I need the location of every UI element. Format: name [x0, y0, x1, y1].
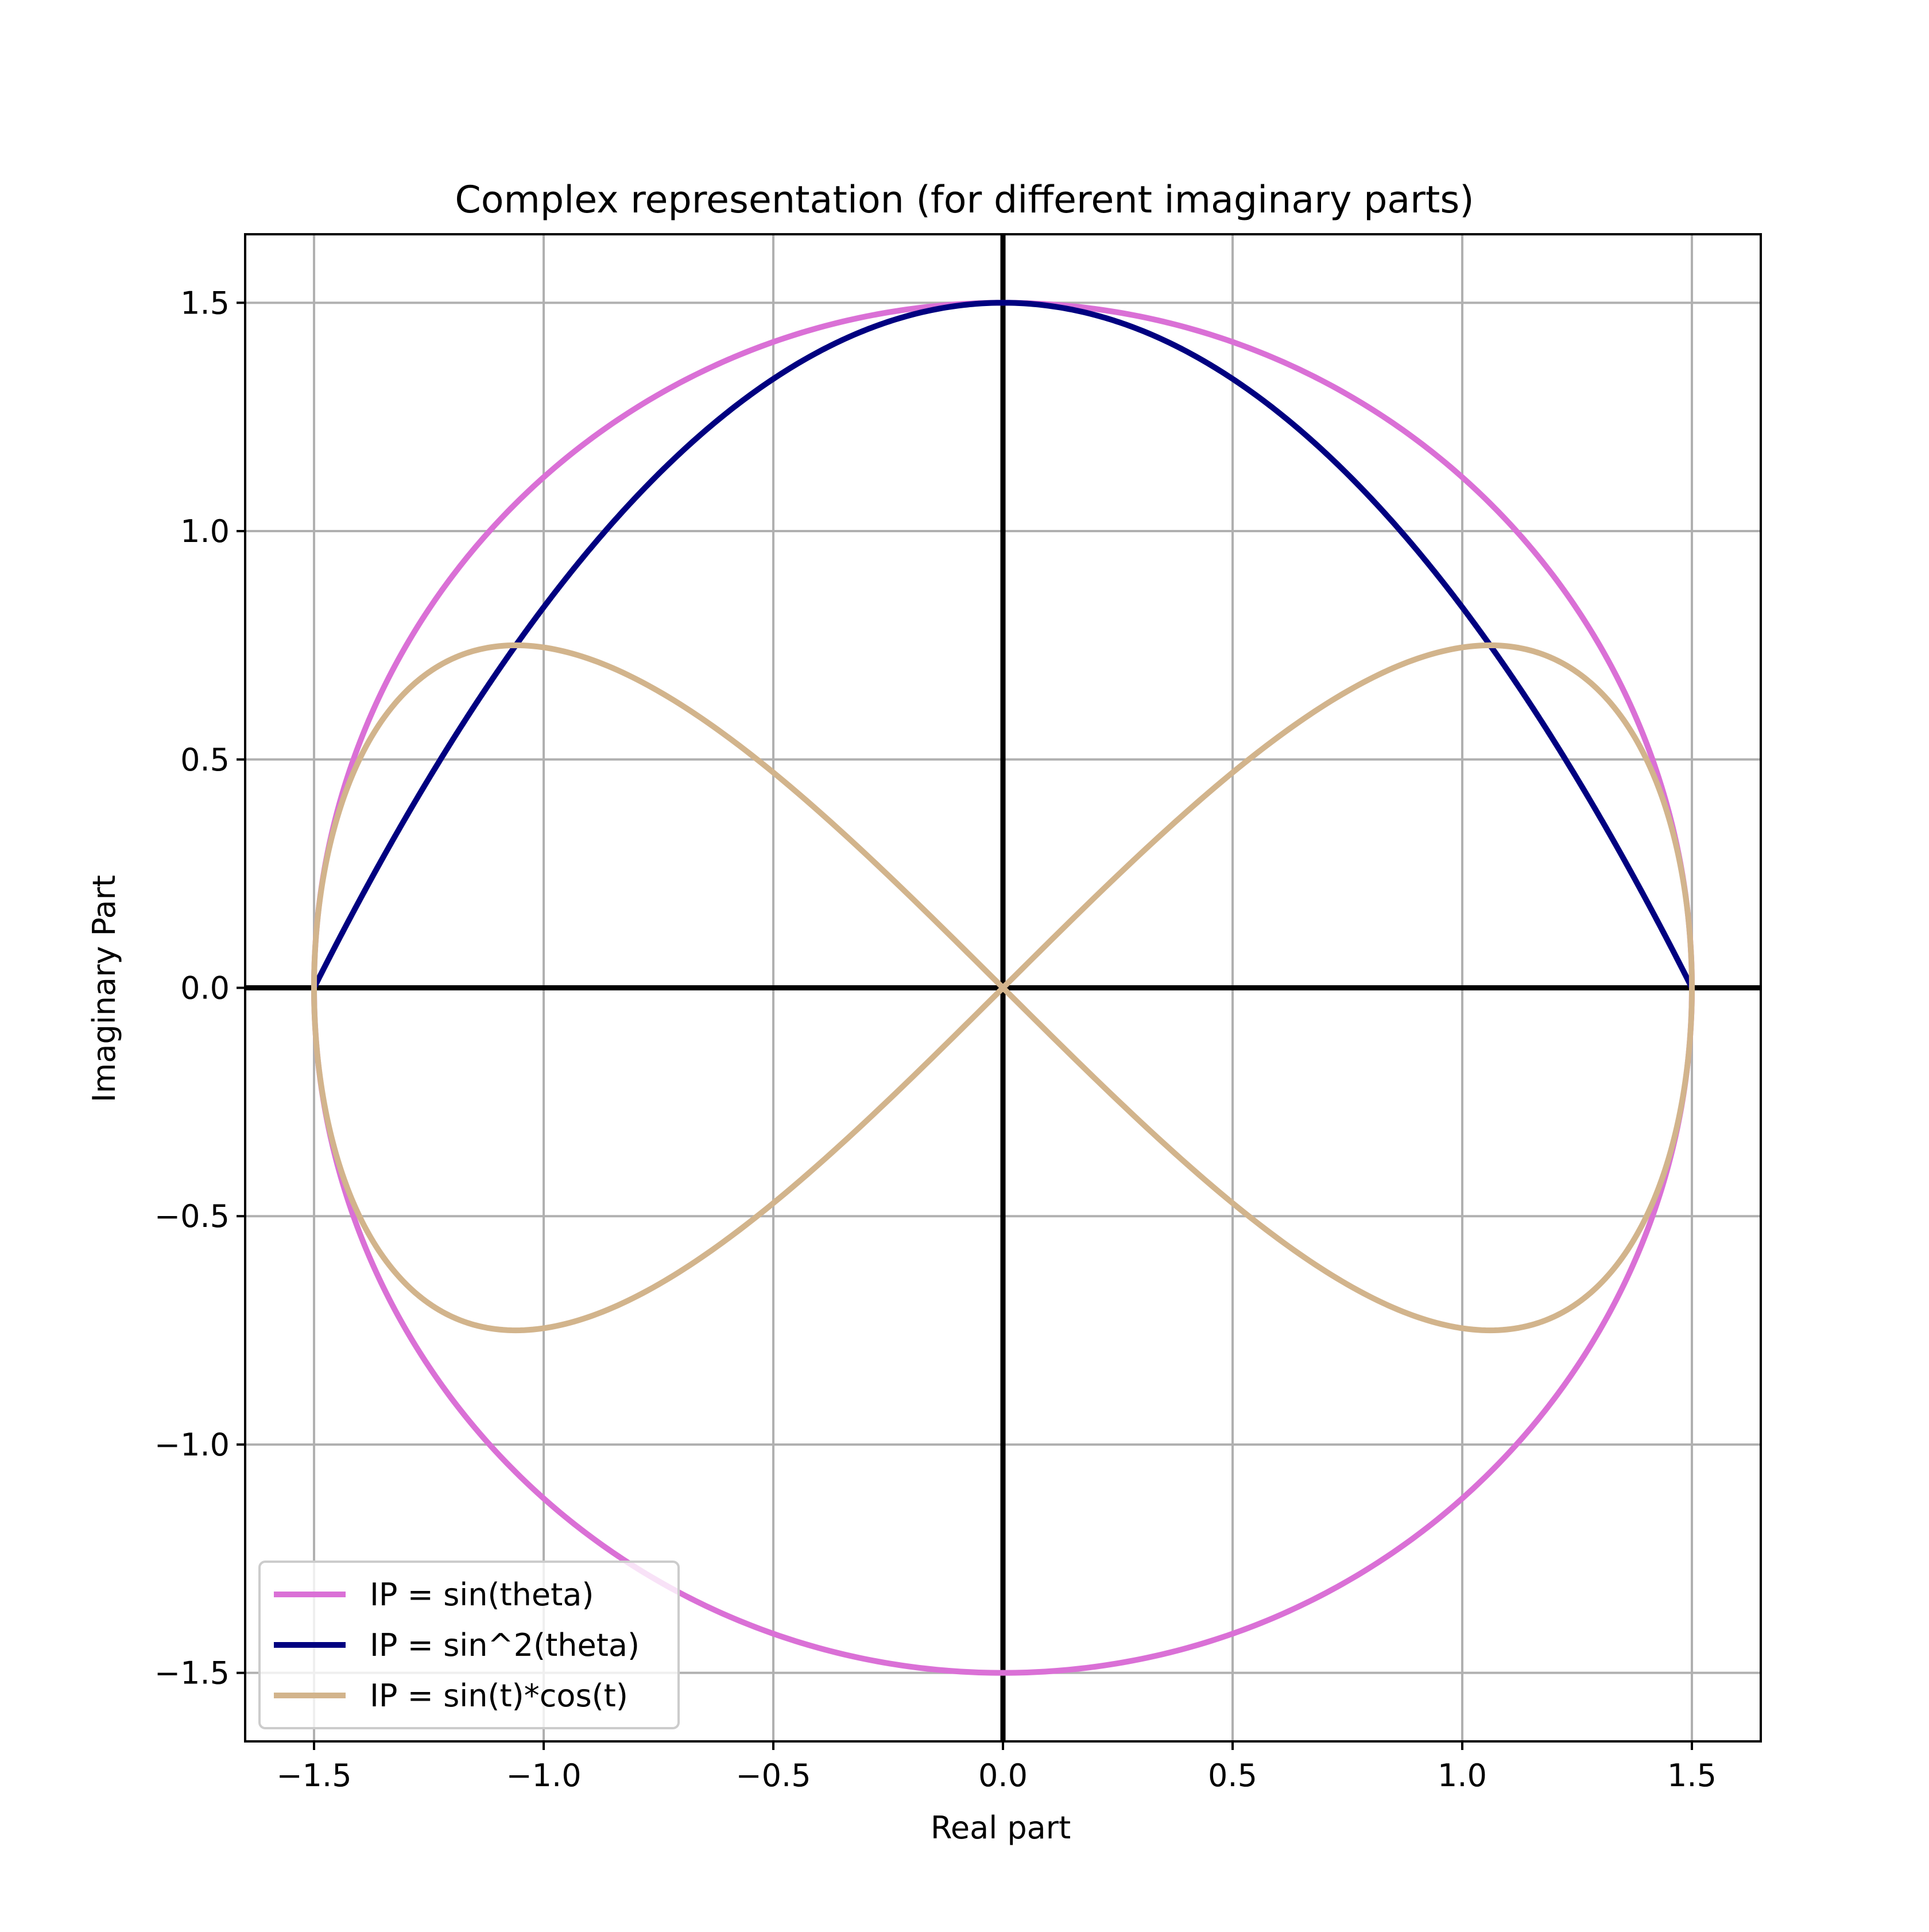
- y-tick-label: −1.0: [154, 1427, 230, 1463]
- x-tick-label: 0.0: [978, 1757, 1028, 1794]
- y-tick-label: 1.0: [180, 513, 230, 549]
- x-axis-ticks: −1.5 −1.0 −0.5 0.0 0.5 1.0 1.5: [276, 1741, 1717, 1794]
- y-tick-label: −1.5: [154, 1655, 230, 1691]
- legend-label-2: IP = sin^2(theta): [370, 1627, 640, 1663]
- y-tick-label: −0.5: [154, 1198, 230, 1234]
- legend-label-3: IP = sin(t)*cos(t): [370, 1678, 628, 1714]
- legend: IP = sin(theta) IP = sin^2(theta) IP = sin…: [258, 1561, 680, 1729]
- y-tick-label: 0.0: [180, 970, 230, 1006]
- x-tick-label: 0.5: [1208, 1757, 1257, 1794]
- x-tick-label: −1.0: [506, 1757, 581, 1794]
- x-tick-label: −1.5: [276, 1757, 351, 1794]
- y-tick-label: 0.5: [180, 742, 230, 778]
- legend-label-1: IP = sin(theta): [370, 1577, 594, 1613]
- series-group: [311, 300, 1695, 1676]
- series-line-3: [311, 642, 1695, 1334]
- series-line-2: [311, 300, 1695, 991]
- x-tick-label: −0.5: [735, 1757, 811, 1794]
- y-axis-ticks: −1.5 −1.0 −0.5 0.0 0.5 1.0 1.5: [154, 285, 245, 1691]
- y-axis-label: Imaginary Part: [86, 875, 122, 1102]
- x-tick-label: 1.0: [1438, 1757, 1487, 1794]
- x-tick-label: 1.5: [1667, 1757, 1717, 1794]
- x-axis-label: Real part: [931, 1810, 1071, 1846]
- legend-box: [258, 1561, 680, 1729]
- chart-title: Complex representation (for different im…: [455, 179, 1474, 222]
- y-tick-label: 1.5: [180, 285, 230, 321]
